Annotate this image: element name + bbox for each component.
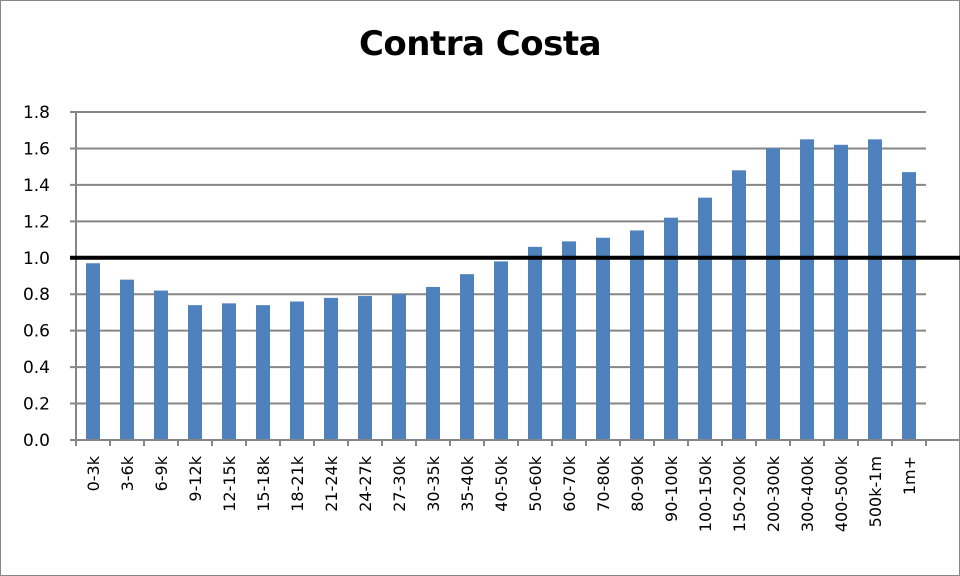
x-tick-label: 9-12k (186, 455, 205, 501)
x-tick-label: 100-150k (696, 455, 715, 532)
y-tick-label: 1.2 (23, 212, 50, 232)
y-tick-label: 1.0 (23, 249, 50, 269)
y-tick-label: 0.0 (23, 431, 50, 451)
bar (358, 296, 372, 440)
y-tick-label: 0.6 (23, 322, 50, 342)
bar (562, 241, 576, 440)
bar-series (86, 139, 916, 441)
x-tick-label: 70-80k (594, 455, 613, 511)
bar (732, 170, 746, 441)
bar (222, 303, 236, 440)
x-tick-label: 200-300k (764, 455, 783, 532)
x-tick-label: 80-90k (628, 455, 647, 511)
bar (834, 144, 848, 441)
x-tick-label: 3-6k (118, 455, 137, 491)
y-tick-label: 0.4 (23, 358, 50, 378)
bar (528, 246, 542, 440)
y-tick-label: 0.8 (23, 285, 50, 305)
y-axis: 0.0 0.2 0.4 0.6 0.8 1.0 1.2 1.4 1.6 1.8 (23, 103, 77, 451)
bar (596, 237, 610, 440)
x-axis: 0-3k 3-6k 6-9k 9-12k 12-15k 15-18k 18-21k 21-24… (70, 439, 960, 532)
y-tick-label: 0.2 (23, 395, 50, 415)
bar (392, 294, 406, 440)
bar (766, 148, 780, 440)
x-tick-label: 150-200k (730, 455, 749, 532)
bar (460, 274, 474, 440)
x-tick-label: 27-30k (390, 455, 409, 511)
bar (630, 230, 644, 440)
bar (120, 279, 134, 440)
bar (698, 197, 712, 440)
bar (902, 172, 916, 440)
x-tick-label: 30-35k (424, 455, 443, 511)
x-tick-label: 6-9k (152, 455, 171, 491)
x-tick-label: 60-70k (560, 455, 579, 511)
x-tick-label: 90-100k (662, 455, 681, 522)
y-tick-label: 1.4 (23, 176, 50, 196)
bar (154, 290, 168, 440)
bar (868, 139, 882, 441)
x-tick-label: 21-24k (322, 455, 341, 511)
y-tick-label: 1.6 (23, 139, 50, 159)
bar (426, 286, 440, 440)
x-tick-label: 400-500k (832, 455, 851, 532)
x-tick-label: 40-50k (492, 455, 511, 511)
x-tick-label: 0-3k (84, 455, 103, 491)
bar (86, 263, 100, 440)
bar (290, 301, 304, 440)
bar (494, 261, 508, 440)
x-tick-label: 24-27k (356, 455, 375, 511)
bar (324, 297, 338, 440)
x-tick-label: 500k-1m (866, 456, 885, 527)
x-tick-label: 12-15k (220, 455, 239, 511)
x-tick-label: 15-18k (254, 455, 273, 511)
x-tick-label: 300-400k (798, 455, 817, 532)
bar (256, 305, 270, 440)
y-tick-label: 1.8 (23, 103, 50, 123)
x-tick-label: 35-40k (458, 455, 477, 511)
x-tick-label: 18-21k (288, 455, 307, 511)
bar (664, 217, 678, 440)
bar (800, 139, 814, 441)
x-tick-label: 50-60k (526, 455, 545, 511)
x-tick-label: 1m+ (900, 456, 919, 495)
chart-title: Contra Costa (358, 24, 602, 64)
bar (188, 305, 202, 440)
